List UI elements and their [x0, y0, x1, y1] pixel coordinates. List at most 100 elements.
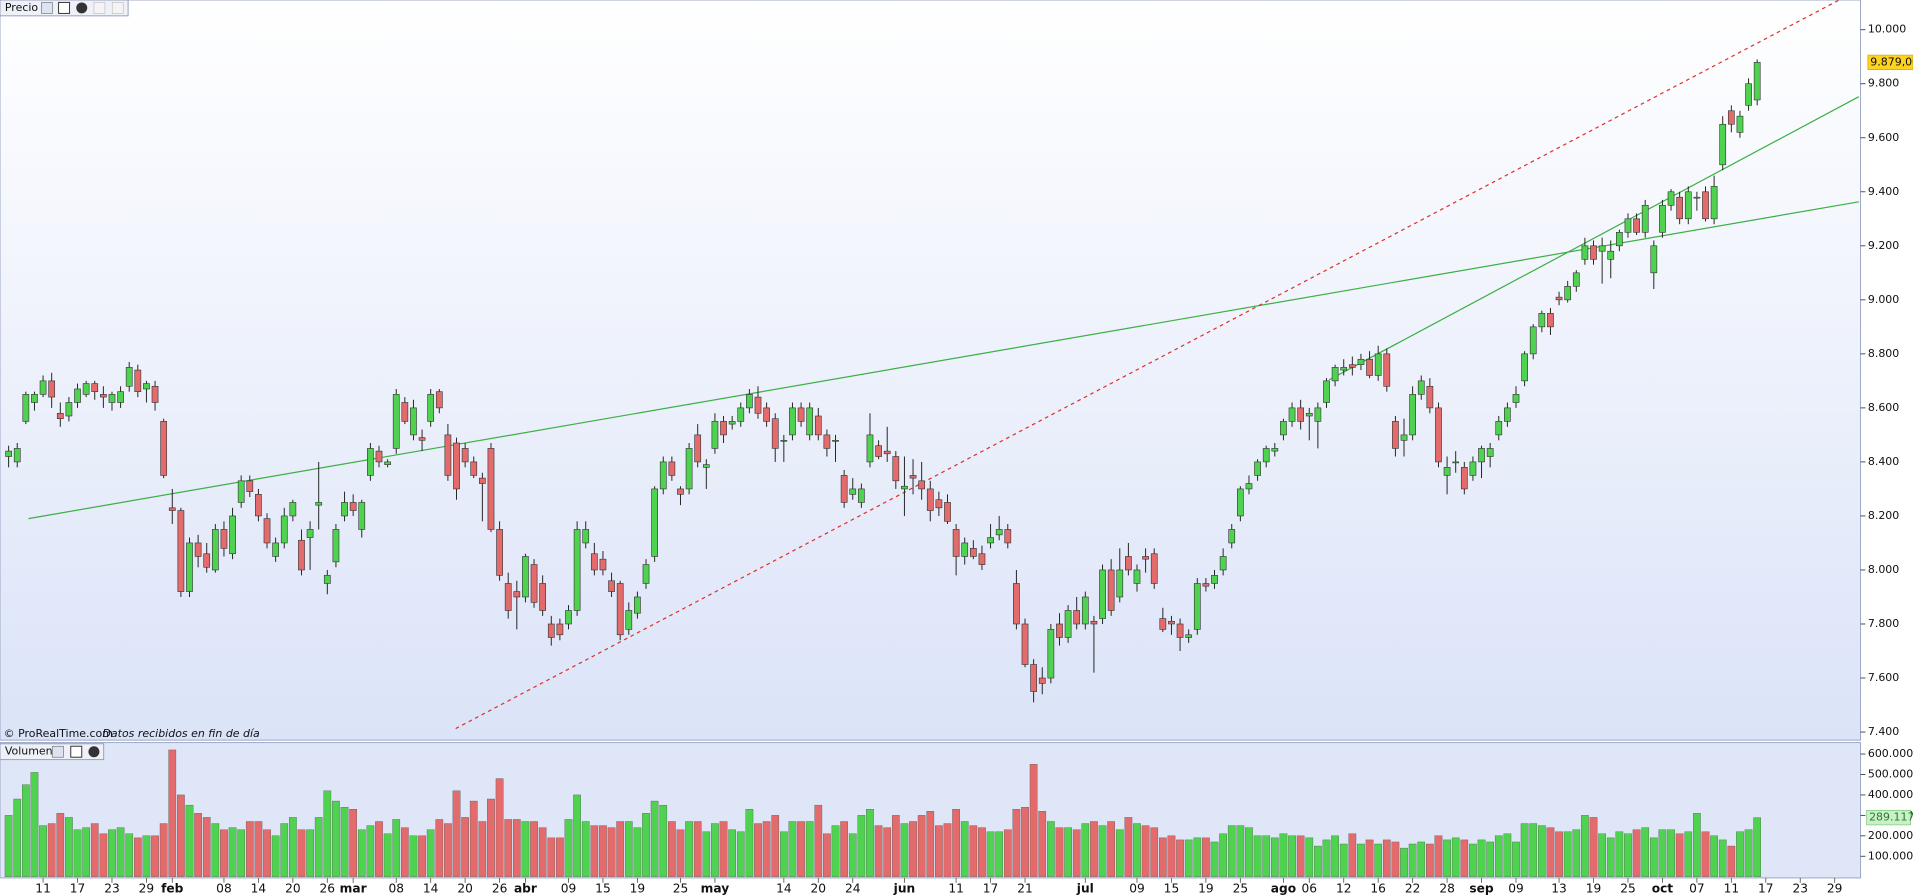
candle-body	[789, 407, 796, 436]
candle-body	[229, 515, 236, 555]
candle-body	[754, 396, 762, 414]
volume-bar	[1641, 827, 1650, 877]
candle-body	[952, 529, 960, 557]
volume-bar	[1701, 831, 1710, 877]
candle-body	[1288, 407, 1296, 422]
y-tick-label: 10.000	[1868, 23, 1906, 36]
candle-body	[203, 553, 211, 568]
x-tick-label: 26	[492, 881, 508, 895]
candle-body	[375, 450, 383, 463]
candle-body	[1047, 629, 1055, 679]
candle-body	[315, 502, 323, 506]
volume-bar	[349, 809, 358, 877]
volume-bar	[521, 821, 530, 877]
icon[interactable]	[88, 746, 100, 758]
candle-body	[875, 445, 882, 457]
candle-body	[1366, 358, 1373, 376]
y-tick-label: 8.200	[1868, 509, 1899, 522]
volume-bar	[1572, 829, 1581, 877]
volume-bar	[263, 829, 271, 877]
volume-bar	[1245, 827, 1253, 877]
volume-bar	[1417, 841, 1426, 877]
candle-body	[1409, 394, 1416, 436]
volume-bar	[659, 804, 668, 877]
candle-body	[1004, 529, 1012, 544]
icon[interactable]	[93, 2, 106, 14]
volume-bar	[487, 798, 495, 877]
volume-bar	[125, 833, 134, 877]
icon[interactable]	[70, 745, 83, 758]
y-tick-label: 8.000	[1868, 563, 1899, 576]
volume-bar	[1382, 839, 1391, 877]
candle-body	[1245, 483, 1253, 490]
volume-bar	[823, 833, 831, 877]
x-tick-label: 14	[251, 881, 267, 895]
volume-bar	[1047, 821, 1055, 877]
candle-body	[1486, 448, 1494, 457]
volume-bar	[1090, 821, 1098, 877]
candle-body	[625, 610, 633, 630]
candle-body	[1667, 191, 1675, 206]
x-tick-label: 25	[673, 881, 689, 895]
candle-body	[806, 407, 814, 436]
price-panel	[0, 0, 1862, 741]
candle-body	[1331, 367, 1339, 382]
volume-bar	[332, 800, 340, 877]
icon[interactable]	[52, 745, 64, 758]
candle-body	[31, 394, 38, 403]
candle-body	[1262, 448, 1270, 463]
icon[interactable]	[58, 1, 71, 14]
x-tick-label: may	[701, 881, 730, 895]
volume-bar	[1141, 825, 1150, 877]
y-tick-label: 9.200	[1868, 239, 1899, 252]
candle-body	[694, 434, 702, 463]
icon[interactable]	[76, 2, 88, 14]
trend-line	[28, 201, 1859, 520]
y-tick-label: 7.800	[1868, 617, 1899, 630]
volume-bar	[194, 813, 202, 877]
candle-body	[1504, 407, 1511, 422]
volume-bar	[1262, 835, 1271, 877]
candle-body	[487, 448, 495, 530]
volume-bar	[1589, 817, 1598, 877]
volume-bar	[969, 825, 978, 877]
last-price-label: 9.879,00	[1870, 55, 1913, 68]
y-tick-label: 7.400	[1868, 725, 1899, 738]
candle-body	[711, 421, 719, 449]
candle-body	[961, 542, 969, 557]
icon[interactable]	[41, 2, 53, 14]
y-tick-label: 7.600	[1868, 671, 1899, 684]
candle-body	[582, 529, 590, 544]
volume-bar	[1305, 837, 1314, 877]
volume-bar	[530, 821, 538, 877]
x-tick-label: 09	[561, 881, 577, 895]
candle-body	[289, 502, 297, 517]
candle-body	[539, 583, 547, 611]
volume-bar	[1029, 764, 1038, 877]
volume-bar	[1210, 841, 1219, 877]
candle-body	[556, 623, 564, 636]
candle-body	[720, 421, 727, 436]
volume-bar	[1512, 841, 1520, 877]
volume-bar	[177, 794, 185, 877]
volume-bar	[1555, 831, 1563, 877]
volume-bar	[133, 837, 142, 877]
candle-body	[1185, 634, 1193, 638]
icon[interactable]	[111, 2, 124, 14]
volume-bar	[995, 831, 1004, 877]
volume-bar	[1537, 825, 1546, 877]
candle-body	[995, 529, 1003, 536]
candle-body	[108, 394, 116, 403]
candle-body	[1383, 353, 1391, 387]
plot-area	[5, 0, 1860, 730]
volume-bar	[1581, 815, 1589, 877]
volume-bar	[754, 823, 762, 877]
volume-bar	[1365, 839, 1374, 877]
volume-bar	[1753, 817, 1762, 877]
volume-bar	[108, 829, 116, 877]
volume-bar	[1684, 831, 1693, 877]
volume-bar	[4, 815, 13, 877]
volume-bar	[779, 831, 788, 877]
candle-body	[1693, 196, 1701, 199]
candle-body	[1745, 83, 1752, 106]
